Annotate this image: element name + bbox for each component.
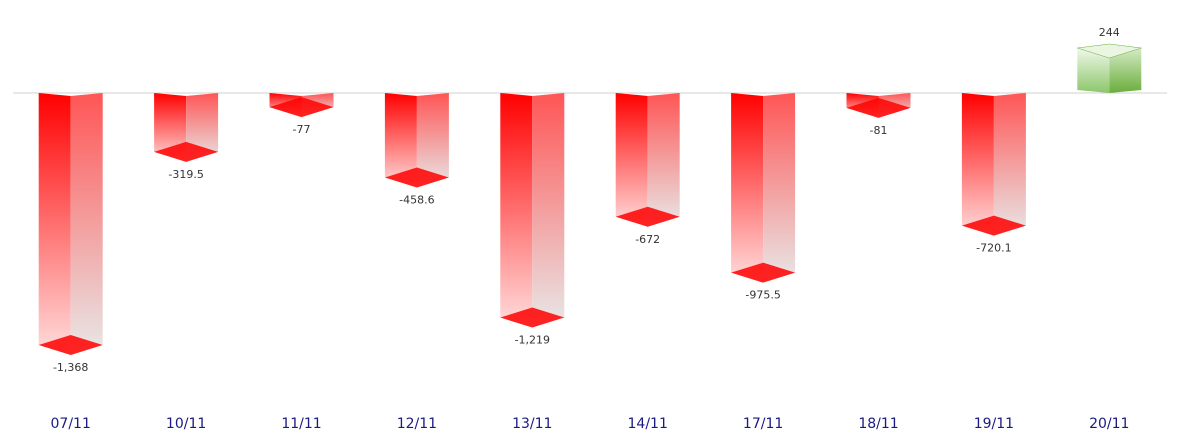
bar-end xyxy=(154,141,219,162)
bar-front xyxy=(731,92,764,283)
bar-end xyxy=(846,97,911,118)
bar-side xyxy=(647,92,680,227)
bar-front xyxy=(500,92,533,328)
bar-end xyxy=(1077,43,1142,59)
value-label: -1,368 xyxy=(53,361,88,374)
bar xyxy=(846,92,911,118)
x-tick-label: 14/11 xyxy=(628,416,668,432)
x-tick-label: 10/11 xyxy=(166,416,206,432)
bar xyxy=(269,92,334,118)
bar xyxy=(731,92,796,283)
x-tick-label: 07/11 xyxy=(51,416,91,432)
bar-end xyxy=(384,167,449,188)
value-label: -319.5 xyxy=(168,168,203,181)
value-label: -975.5 xyxy=(745,289,780,302)
bar xyxy=(615,92,680,227)
bar xyxy=(38,92,103,356)
value-label: -672 xyxy=(635,233,660,246)
bar-front xyxy=(615,92,648,227)
bar-end xyxy=(38,335,103,355)
bar-front xyxy=(38,92,71,356)
bar-end xyxy=(961,215,1026,236)
x-tick-label: 12/11 xyxy=(397,416,437,432)
bar-end xyxy=(731,262,796,283)
bar-side xyxy=(70,92,103,356)
bar-side xyxy=(532,92,565,328)
bar-front xyxy=(384,92,417,188)
bar-side xyxy=(416,92,449,188)
bar-front xyxy=(961,92,994,236)
value-label: -77 xyxy=(293,123,311,136)
bar-front xyxy=(1077,48,1110,93)
value-label: -81 xyxy=(870,124,888,137)
x-tick-label: 18/11 xyxy=(858,416,898,432)
x-tick-label: 13/11 xyxy=(512,416,552,432)
bar-side xyxy=(1109,48,1142,93)
value-label: -720.1 xyxy=(976,242,1011,255)
x-tick-label: 19/11 xyxy=(974,416,1014,432)
value-label: 244 xyxy=(1099,26,1120,39)
bar-side xyxy=(993,92,1026,236)
bar-end xyxy=(269,97,334,118)
value-label: -458.6 xyxy=(399,193,434,206)
x-tick-label: 17/11 xyxy=(743,416,783,432)
value-label: -1,219 xyxy=(515,334,550,347)
bar-end xyxy=(500,307,565,328)
bar xyxy=(154,92,219,162)
bar xyxy=(1077,43,1142,93)
x-tick-label: 11/11 xyxy=(281,416,321,432)
bar xyxy=(961,92,1026,236)
bar xyxy=(384,92,449,188)
bar-end xyxy=(615,206,680,227)
bar-side xyxy=(763,92,796,283)
bar xyxy=(500,92,565,328)
x-tick-label: 20/11 xyxy=(1089,416,1129,432)
